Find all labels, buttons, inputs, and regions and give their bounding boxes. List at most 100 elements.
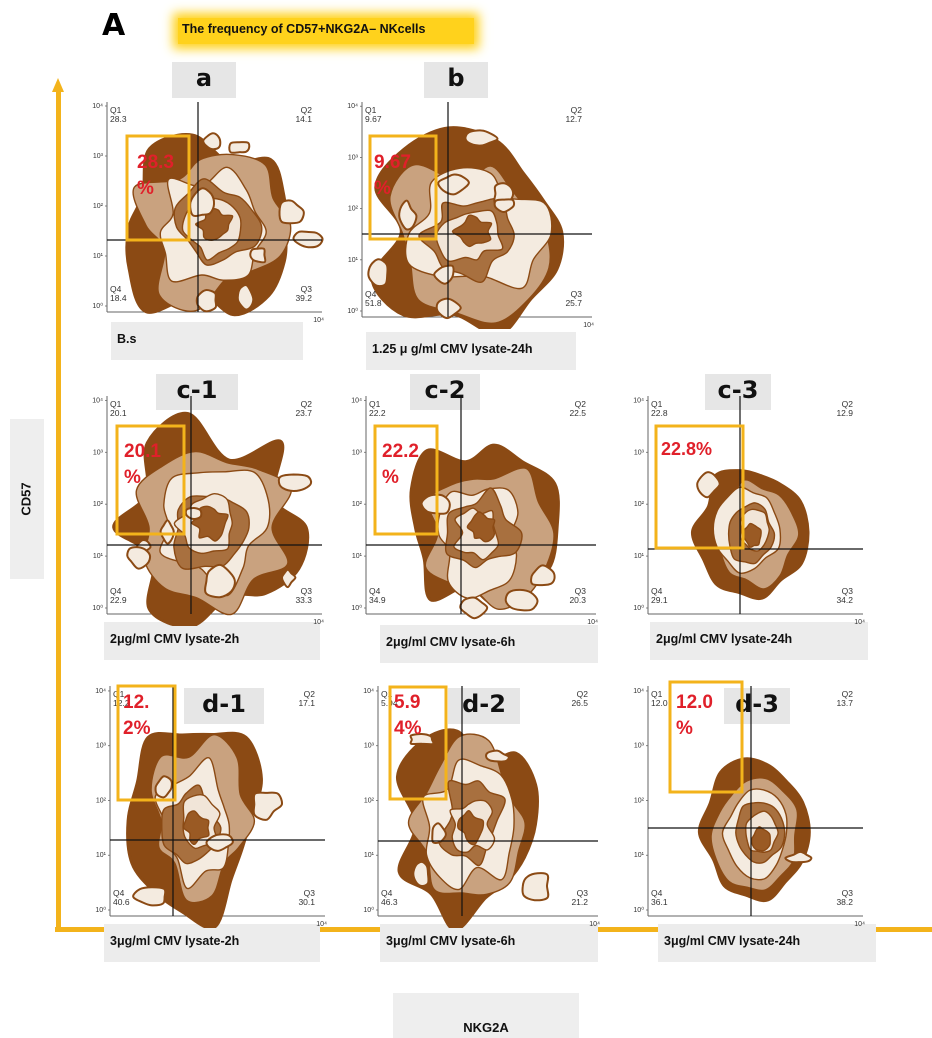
y-tick-label: 10⁴ — [633, 688, 644, 695]
q1-value: 22.2 — [369, 408, 386, 418]
y-tick-label: 10⁰ — [351, 604, 362, 612]
condition-label-box — [658, 924, 876, 962]
y-tick-label: 10² — [364, 797, 375, 804]
density-contours — [112, 412, 313, 626]
q2-label: Q2 — [577, 689, 589, 699]
y-tick-label: 10¹ — [348, 257, 359, 264]
gate-box — [116, 684, 177, 802]
y-tick-label: 10¹ — [634, 553, 645, 560]
gate-box — [668, 680, 744, 794]
q1-label: Q1 — [110, 399, 122, 409]
q2-value: 23.7 — [295, 408, 312, 418]
panel-letter: c-3 — [717, 376, 759, 404]
gate-percentage: 20.1 — [124, 441, 161, 462]
flow-contour-plot: 10⁰10¹10²10³10⁴10⁴Q122.2Q222.5Q320.3Q434… — [351, 396, 598, 626]
q4-label: Q4 — [113, 888, 125, 898]
panel-letter: b — [447, 64, 465, 92]
q3-label: Q3 — [571, 289, 583, 299]
flow-contour-plot: 10⁰10¹10²10³10⁴10⁴Q15.94Q226.5Q321.2Q446… — [363, 685, 600, 928]
y-axis-line — [56, 86, 61, 931]
panel-letter: c-2 — [424, 376, 466, 404]
contour-island — [784, 850, 813, 864]
contour-level — [466, 511, 496, 543]
q2-value: 12.9 — [836, 408, 853, 418]
q1-label: Q1 — [369, 399, 381, 409]
q3-value: 34.2 — [836, 595, 853, 605]
contour-level — [451, 214, 493, 248]
condition-label: 3μg/ml CMV lysate-2h — [110, 934, 240, 948]
contour-island — [184, 506, 203, 521]
contour-island — [464, 129, 499, 147]
contour-island — [412, 860, 430, 888]
y-tick-label: 10³ — [93, 449, 104, 456]
flow-contour-plot: 10⁰10¹10²10³10⁴10⁴Q19.67Q212.7Q325.7Q451… — [347, 102, 594, 329]
y-tick-label: 10¹ — [93, 253, 104, 260]
density-contours — [125, 132, 324, 317]
flow-contour-plot: 10⁰10¹10²10³10⁴10⁴Q128.3Q214.1Q339.2Q418… — [92, 102, 324, 324]
q2-label: Q2 — [304, 689, 316, 699]
gate-percentage: % — [382, 467, 399, 488]
condition-label: 2μg/ml CMV lysate-6h — [386, 635, 516, 649]
x-tick-label: 10⁴ — [313, 619, 324, 626]
contour-island — [205, 833, 234, 852]
q2-label: Q2 — [571, 105, 583, 115]
gate-percentage: 12.0 — [676, 692, 713, 713]
contour-island — [126, 546, 152, 570]
y-tick-label: 10⁰ — [92, 604, 103, 612]
condition-label-box — [104, 622, 320, 660]
panel-letter-box — [156, 374, 238, 410]
y-tick-label: 10³ — [352, 449, 363, 456]
contour-island — [433, 264, 455, 285]
condition-label-box — [380, 625, 598, 663]
q3-value: 30.1 — [298, 897, 315, 907]
gate-percentage: % — [374, 178, 391, 199]
condition-label: 3μg/ml CMV lysate-6h — [386, 934, 516, 948]
q2-value: 14.1 — [295, 114, 312, 124]
y-tick-label: 10¹ — [93, 553, 104, 560]
q2-label: Q2 — [301, 105, 313, 115]
y-tick-label: 10⁰ — [633, 906, 644, 914]
y-axis-label-box — [10, 419, 44, 579]
contour-island — [696, 471, 721, 499]
q1-value: 20.1 — [110, 408, 127, 418]
q4-value: 36.1 — [651, 897, 668, 907]
x-tick-label: 10⁴ — [313, 317, 324, 324]
x-tick-label: 10⁴ — [587, 619, 598, 626]
gate-percentage: 22.2 — [382, 441, 419, 462]
q1-value: 22.8 — [651, 408, 668, 418]
contour-island — [435, 297, 462, 320]
gate-percentage: % — [137, 178, 154, 199]
y-tick-label: 10⁴ — [633, 397, 644, 404]
flow-contour-plot: 10⁰10¹10²10³10⁴10⁴Q112.2Q217.1Q330.1Q440… — [95, 684, 327, 928]
y-tick-label: 10² — [348, 206, 359, 213]
panel-letter: d-2 — [462, 690, 506, 718]
gate-percentage: 12. — [123, 692, 149, 713]
q4-label: Q4 — [651, 586, 663, 596]
q3-label: Q3 — [301, 586, 313, 596]
y-tick-label: 10³ — [634, 743, 645, 750]
condition-label: 2μg/ml CMV lysate-24h — [656, 632, 793, 646]
contour-island — [159, 519, 175, 545]
y-tick-label: 10¹ — [364, 852, 375, 859]
q2-label: Q2 — [575, 399, 587, 409]
condition-label-box — [104, 924, 320, 962]
q3-label: Q3 — [301, 284, 313, 294]
q3-value: 33.3 — [295, 595, 312, 605]
panel-letter-box — [424, 62, 488, 98]
y-tick-label: 10⁰ — [633, 604, 644, 612]
contour-island — [204, 563, 236, 599]
gate-box — [388, 685, 448, 801]
q4-value: 29.1 — [651, 595, 668, 605]
q4-label: Q4 — [110, 284, 122, 294]
q3-value: 21.2 — [571, 897, 588, 907]
q1-value: 9.67 — [365, 114, 382, 124]
condition-label-box — [650, 622, 868, 660]
q1-label: Q1 — [651, 689, 663, 699]
gate-percentage: 22.8% — [661, 439, 712, 459]
contour-island — [154, 775, 173, 799]
y-tick-label: 10⁰ — [95, 906, 106, 914]
q2-value: 12.7 — [565, 114, 582, 124]
title-highlight — [178, 18, 474, 44]
y-tick-label: 10³ — [96, 743, 107, 750]
